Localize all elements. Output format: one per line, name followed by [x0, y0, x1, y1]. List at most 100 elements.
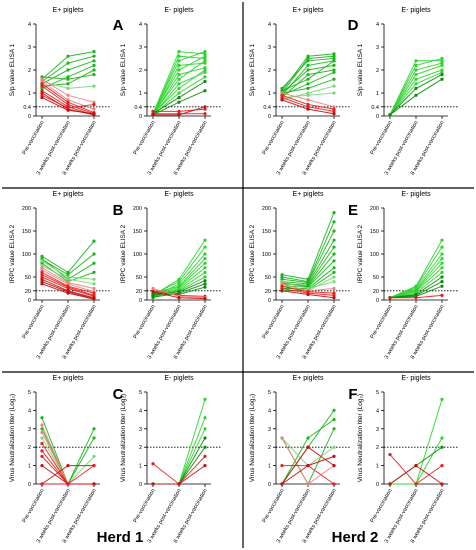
data-point [203, 52, 207, 56]
data-point [332, 91, 336, 95]
data-point [203, 66, 207, 70]
data-point [203, 107, 207, 111]
panel-title: E+ piglets [293, 7, 324, 14]
data-point [280, 273, 284, 277]
y-tick-label: 1 [139, 91, 142, 97]
data-point [388, 113, 392, 117]
data-point [92, 482, 96, 486]
data-point [40, 75, 44, 79]
data-point [440, 257, 444, 261]
panel-title: E- piglets [164, 375, 194, 382]
data-point [203, 257, 207, 261]
data-point [203, 285, 207, 289]
data-point [306, 482, 310, 486]
data-point [332, 252, 336, 256]
data-point [414, 77, 418, 81]
data-point [66, 77, 70, 81]
data-point [332, 220, 336, 224]
y-tick-label: 0.4 [371, 105, 379, 111]
y-axis-label: S/p value ELISA 1 [357, 43, 364, 96]
data-point [332, 454, 336, 458]
data-point [332, 266, 336, 270]
data-point [203, 61, 207, 65]
data-point [151, 290, 155, 294]
y-axis-label: IRPC value ELISA 2 [120, 225, 127, 284]
y-tick-label: 1 [28, 464, 31, 470]
data-point [203, 275, 207, 279]
data-point [66, 82, 70, 86]
data-point [203, 445, 207, 449]
y-tick-label: 100 [22, 252, 31, 258]
data-point [388, 296, 392, 300]
data-point [203, 416, 207, 420]
data-point [177, 113, 181, 117]
data-point [66, 275, 70, 279]
data-point [151, 286, 155, 291]
panel-title: E+ piglets [293, 191, 324, 198]
data-point [332, 464, 336, 468]
data-point [177, 59, 181, 63]
y-tick-label: 50 [265, 275, 271, 281]
y-tick-label: 4 [139, 408, 142, 414]
y-tick-label: 1 [376, 464, 379, 470]
y-tick-label: 2 [268, 68, 271, 74]
y-tick-label: 1 [28, 91, 31, 97]
y-axis-label: Virus Neutralization titer (Log₂) [357, 394, 364, 482]
data-point [280, 275, 284, 279]
data-point [332, 56, 336, 61]
y-tick-label: 50 [25, 275, 31, 281]
data-point [332, 54, 336, 58]
data-point [66, 75, 70, 79]
data-point [280, 277, 284, 281]
data-point [66, 277, 70, 281]
y-tick-label: 0 [139, 298, 142, 304]
y-axis-label: Virus Neutralization titer (Log₂) [249, 394, 256, 482]
data-point [306, 77, 310, 81]
y-tick-label: 50 [373, 275, 379, 281]
y-tick-label: 4 [268, 22, 271, 28]
data-point [332, 112, 336, 116]
data-point [40, 93, 44, 97]
y-tick-label: 1 [268, 464, 271, 470]
data-point [203, 89, 207, 93]
data-point [440, 68, 444, 72]
data-point [440, 445, 444, 449]
y-tick-label: 3 [268, 45, 271, 51]
y-tick-label: 0 [28, 114, 31, 120]
y-tick-label: 4 [268, 408, 271, 414]
data-point [92, 454, 96, 458]
data-point [414, 86, 418, 90]
data-point [280, 289, 284, 293]
y-tick-label: 3 [139, 427, 142, 433]
y-tick-label: 3 [28, 427, 31, 433]
data-point [203, 75, 207, 79]
data-point [332, 238, 336, 242]
data-point [40, 280, 44, 284]
data-point [388, 482, 392, 486]
data-point [280, 482, 284, 486]
data-point [306, 73, 310, 77]
data-point [66, 282, 70, 286]
data-point [440, 436, 444, 440]
data-point [440, 261, 444, 265]
y-tick-label: 0 [139, 482, 142, 488]
data-point [280, 464, 284, 468]
y-axis-label: S/p value ELISA 1 [249, 43, 256, 96]
panel-letter: D [348, 17, 359, 34]
data-point [66, 108, 70, 112]
data-point [332, 68, 336, 72]
data-point [414, 482, 418, 486]
y-tick-label: 20 [373, 289, 379, 295]
y-tick-label: 150 [370, 229, 379, 235]
data-point [177, 482, 181, 486]
y-tick-label: 0 [376, 114, 379, 120]
data-point [203, 261, 207, 265]
y-tick-label: 1 [268, 91, 271, 97]
data-point [280, 91, 284, 95]
y-tick-label: 20 [265, 289, 271, 295]
data-point [203, 105, 207, 109]
y-tick-label: 100 [370, 252, 379, 258]
data-point [203, 68, 207, 72]
panel-title: E- piglets [401, 375, 431, 382]
